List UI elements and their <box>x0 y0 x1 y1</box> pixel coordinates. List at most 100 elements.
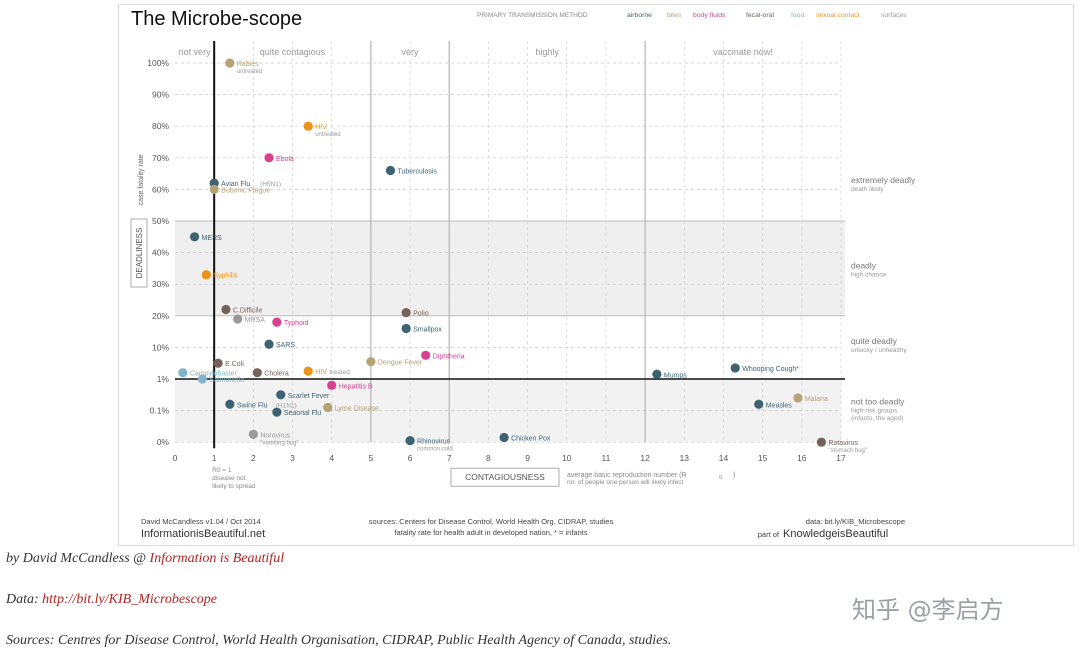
data-point-note: treated <box>330 369 351 376</box>
deadly-zone-band <box>175 221 845 316</box>
data-point-label: Swine Flu <box>237 402 268 409</box>
byline-prefix: by David McCandless @ <box>6 551 150 566</box>
data-point <box>793 393 803 403</box>
data-point <box>221 304 231 315</box>
credit-sources: sources: Centers for Disease Control, Wo… <box>369 517 614 526</box>
data-point-label: MERS <box>202 235 223 242</box>
x-axis-note-2: no. of people one person will likely inf… <box>567 479 684 486</box>
x-tick-label: 14 <box>719 453 729 463</box>
y-tick-label: 10% <box>152 342 169 352</box>
x-axis-note-close: ) <box>733 472 735 479</box>
data-point <box>816 437 827 447</box>
legend-item-surfaces: surfaces <box>881 12 907 19</box>
data-point <box>264 339 274 349</box>
data-point-note: "vomiting bug" <box>260 440 298 446</box>
x-tick-label: 0 <box>173 453 178 463</box>
y-tick-label: 60% <box>152 184 169 194</box>
r0-note: disease not <box>212 475 245 482</box>
legend-title: PRIMARY TRANSMISSION METHOD <box>477 12 588 19</box>
data-point <box>421 350 431 360</box>
legend-item-food: food <box>791 12 804 19</box>
watermark: 知乎 @李启方 <box>852 596 1004 624</box>
right-zone-title: deadly <box>851 260 877 270</box>
data-prefix: Data: <box>6 592 43 607</box>
data-point-label: Cholera <box>264 371 289 378</box>
right-zone-title: extremely deadly <box>851 175 916 185</box>
data-point-label: Malaria <box>805 396 828 403</box>
right-zone-sub: (infants, the aged) <box>851 415 903 422</box>
legend-item-fecal: fecal-oral <box>746 12 774 19</box>
data-point-label: Lyme Disease <box>335 405 379 412</box>
data-point <box>264 153 274 163</box>
data-point-label: Rabies <box>237 61 259 68</box>
data-point <box>209 178 219 188</box>
legend-item-sexual: sexual contact <box>816 12 860 19</box>
data-point-label: Measles <box>766 402 793 409</box>
data-point <box>730 363 740 373</box>
x-tick-label: 6 <box>408 453 413 463</box>
x-axis-note-subscript: 0 <box>719 475 722 481</box>
data-point-label: Scarlet Fever <box>288 393 330 400</box>
y-tick-label: 0.1% <box>150 406 170 416</box>
y-tick-label: 40% <box>152 248 169 258</box>
data-point <box>323 402 333 413</box>
x-tick-label: 8 <box>486 453 491 463</box>
data-point-label: Smallpox <box>413 326 442 333</box>
data-point <box>189 232 200 242</box>
credit-data-link: data: bit.ly/KIB_Microbescope <box>806 517 905 526</box>
data-point <box>201 270 211 280</box>
byline-caption: by David McCandless @ Information is Bea… <box>6 551 284 567</box>
y-axis-label: DEADLINESS <box>135 228 144 279</box>
data-point <box>303 366 313 376</box>
byline-link[interactable]: Information is Beautiful <box>149 551 285 566</box>
y-tick-label: 0% <box>157 437 170 447</box>
x-tick-label: 1 <box>212 453 217 463</box>
data-point-label: Salmonella <box>209 377 244 384</box>
data-point-label: Typhoid <box>284 320 309 327</box>
r0-note: likely to spread <box>212 483 256 490</box>
data-point <box>366 357 376 367</box>
x-tick-label: 7 <box>447 453 452 463</box>
top-band-label: vaccinate now! <box>713 47 773 57</box>
data-point <box>233 314 243 324</box>
credit-site: InformationisBeautiful.net <box>141 528 265 540</box>
data-point-label: SARS <box>276 342 295 349</box>
data-point-label: Rhinovirus <box>417 439 451 446</box>
data-point-label: Rotavirus <box>828 440 858 447</box>
x-tick-label: 13 <box>680 453 690 463</box>
data-point <box>652 369 662 379</box>
chart-frame: The Microbe-scope PRIMARY TRANSMISSION ME… <box>118 4 1074 546</box>
data-point <box>213 358 223 368</box>
contagiousness-label-box <box>450 467 560 487</box>
right-zone-sub: unlucky / unhealthy <box>851 347 907 354</box>
x-tick-label: 3 <box>290 453 295 463</box>
y-tick-label: 80% <box>152 121 169 131</box>
data-point-label: Polio <box>413 311 429 318</box>
data-point <box>248 429 258 439</box>
data-point <box>327 380 337 390</box>
x-tick-label: 15 <box>758 453 768 463</box>
y-tick-label: 20% <box>152 311 169 321</box>
right-zone-sub: high-risk groups <box>851 407 898 414</box>
data-point-label: C.Difficile <box>233 307 263 314</box>
data-point-label: Mumps <box>664 372 687 379</box>
legend-item-bites: bites <box>667 12 682 19</box>
data-point <box>252 368 262 378</box>
right-zone-title: not too deadly <box>851 396 905 406</box>
data-point-label: Syphilis <box>213 273 238 280</box>
data-point-note: untreated <box>237 69 262 75</box>
x-tick-label: 2 <box>251 453 256 463</box>
deadliness-label-box <box>130 218 148 288</box>
y-tick-label: 1% <box>157 374 170 384</box>
data-point-label: Dengue Fever <box>378 360 423 367</box>
data-point-label: Campylobacter <box>190 371 238 378</box>
data-point-label: Ebola <box>276 156 294 163</box>
data-point <box>178 368 188 378</box>
data-point-label: Tuberculosis <box>397 168 437 175</box>
y-tick-label: 70% <box>152 153 169 163</box>
x-tick-label: 10 <box>562 453 572 463</box>
data-link[interactable]: http://bit.ly/KIB_Microbescope <box>42 592 218 607</box>
data-point-label: MRSA <box>245 317 266 324</box>
x-axis-note: average basic reproduction number (R <box>567 472 686 479</box>
data-point <box>499 432 509 443</box>
